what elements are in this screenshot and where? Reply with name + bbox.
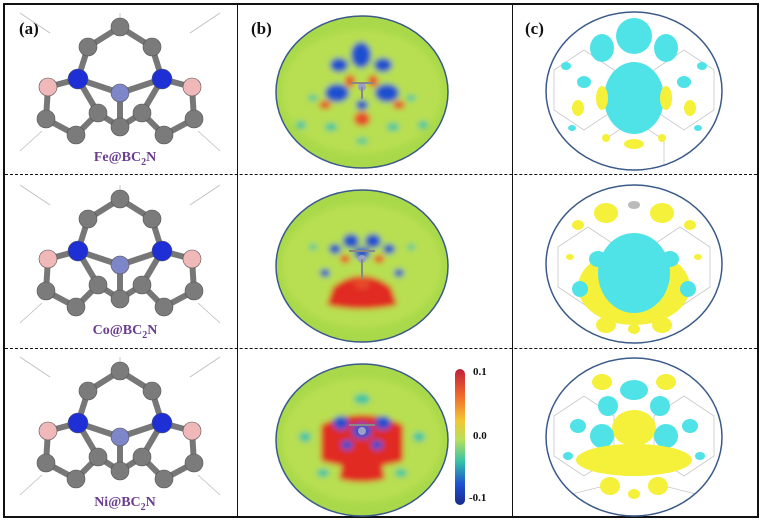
carbon-atom [142,209,162,229]
figure-frame: (a) (b) (c) Fe@BC2N Co@BC2N Ni@BC2N [3,3,759,518]
metal-atom [110,427,130,447]
carbon-atom [66,469,86,489]
isosurface-view-fe [545,11,723,171]
lattice-guide-line [197,130,221,152]
lattice-guide-line [19,356,51,378]
carbon-atom [110,17,130,37]
carbon-atom [78,381,98,401]
panel-label-c: (c) [525,19,544,38]
carbon-atom [184,109,204,129]
carbon-atom [78,209,98,229]
lattice-guide-line [189,184,221,206]
carbon-atom [132,103,152,123]
molecule-structure-co [19,184,221,324]
carbon-atom [154,297,174,317]
nitrogen-atom [151,240,173,262]
boron-atom [38,77,58,97]
carbon-atom [132,447,152,467]
colorbar [455,369,465,505]
colorbar-mid-label: 0.0 [473,430,487,442]
charge-density-map-fe [275,15,449,169]
nitrogen-atom [67,240,89,262]
nitrogen-atom [151,412,173,434]
carbon-atom [66,125,86,145]
molecule-structure-fe [19,12,221,152]
row-divider-1 [5,174,757,175]
carbon-atom [36,281,56,301]
nitrogen-atom [67,68,89,90]
colorbar-max-label: 0.1 [473,366,487,378]
nitrogen-atom [151,68,173,90]
metal-atom [110,255,130,275]
carbon-atom [88,103,108,123]
carbon-atom [154,125,174,145]
carbon-atom [88,275,108,295]
carbon-atom [132,275,152,295]
lattice-guide-line [19,130,43,152]
boron-atom [182,77,202,97]
lattice-guide-line [19,474,43,496]
carbon-atom [110,117,130,137]
lattice-guide-line [197,474,221,496]
lattice-guide-line [189,356,221,378]
panel-label-a: (a) [19,19,39,38]
carbon-atom [88,447,108,467]
boron-atom [38,421,58,441]
lattice-guide-line [189,12,221,34]
nitrogen-atom [67,412,89,434]
column-divider-1 [237,5,238,516]
carbon-atom [66,297,86,317]
molecule-structure-ni [19,356,221,496]
molecule-label-ni: Ni@BC2N [94,495,156,513]
isosurface-view-ni [545,357,723,517]
carbon-atom [184,453,204,473]
charge-density-map-ni [275,363,449,517]
isosurface-view-co [545,184,723,344]
carbon-atom [36,109,56,129]
row-divider-2 [5,348,757,349]
carbon-atom [142,381,162,401]
molecule-label-fe: Fe@BC2N [93,150,157,168]
carbon-atom [110,289,130,309]
boron-atom [182,249,202,269]
lattice-guide-line [197,302,221,324]
boron-atom [182,421,202,441]
carbon-atom [78,37,98,57]
lattice-guide-line [19,302,43,324]
colorbar-min-label: -0.1 [469,492,487,504]
molecule-label-co: Co@BC2N [92,323,158,341]
lattice-guide-line [19,12,51,34]
lattice-guide-line [19,184,51,206]
charge-density-map-co [275,189,449,343]
carbon-atom [110,361,130,381]
carbon-atom [142,37,162,57]
carbon-atom [110,189,130,209]
boron-atom [38,249,58,269]
carbon-atom [154,469,174,489]
panel-label-b: (b) [251,19,272,38]
carbon-atom [184,281,204,301]
carbon-atom [36,453,56,473]
metal-atom [110,83,130,103]
carbon-atom [110,461,130,481]
column-divider-2 [512,5,513,516]
